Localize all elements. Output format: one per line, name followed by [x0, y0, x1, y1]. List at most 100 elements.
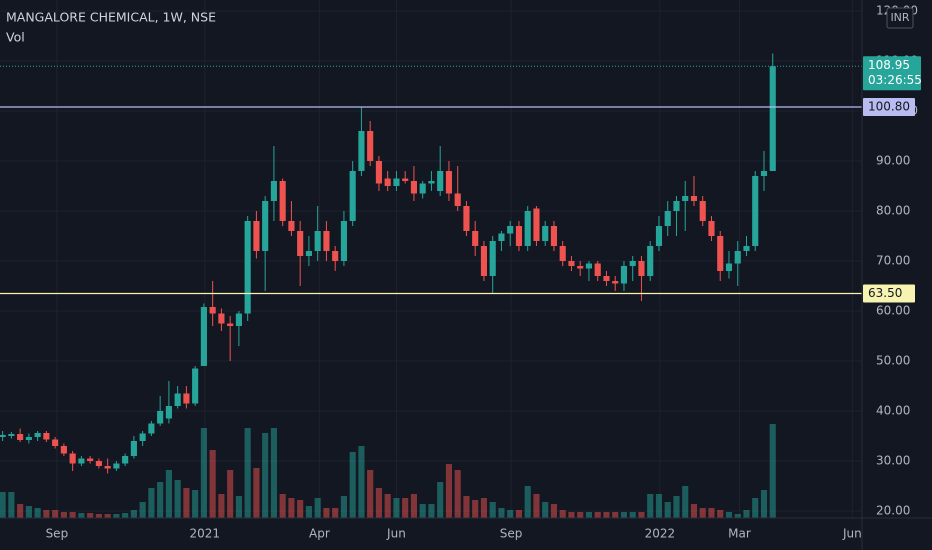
volume-bar: [305, 506, 312, 518]
volume-bar: [104, 514, 111, 518]
candle-body: [314, 231, 321, 251]
candle-body: [717, 236, 724, 271]
candle-body: [244, 221, 251, 314]
candle-body: [270, 181, 277, 201]
overlays: [0, 65, 862, 295]
volume-bar: [647, 494, 654, 518]
candle-body: [52, 439, 59, 446]
candle-body: [174, 393, 181, 406]
candle-body: [157, 411, 164, 424]
y-tick-label: 70.00: [876, 254, 910, 268]
candle-body: [577, 266, 584, 269]
candle-body: [87, 458, 94, 461]
volume-bar: [262, 433, 269, 518]
volume-bar: [139, 502, 146, 518]
volume-bar: [419, 504, 426, 518]
candle-body: [673, 201, 680, 211]
volume-bar: [218, 494, 225, 518]
candle-body: [655, 226, 663, 246]
volume-bar: [480, 498, 488, 518]
volume-bar: [375, 488, 382, 518]
volume-bar: [340, 496, 347, 518]
volume-bar: [87, 513, 94, 518]
currency-label: INR: [890, 11, 909, 24]
volume-bar: [664, 502, 671, 518]
y-tick-label: 20.00: [876, 504, 910, 518]
candle-body: [498, 233, 505, 241]
volume-bar: [332, 508, 339, 518]
candle-body: [445, 171, 453, 194]
candle-body: [305, 251, 312, 256]
volume-bar: [367, 470, 374, 518]
volume-bar: [489, 502, 496, 518]
volume-bar: [122, 513, 129, 518]
candle-body: [419, 183, 426, 194]
volume-bar: [612, 512, 619, 518]
volume-bar: [437, 482, 444, 518]
candle-body: [603, 276, 610, 281]
volume-bar: [629, 512, 636, 518]
volume-bar: [760, 490, 768, 518]
candle-body: [183, 393, 190, 404]
candle-body: [638, 261, 645, 276]
volume-bar: [95, 514, 102, 518]
volume-bar: [638, 512, 645, 518]
candle-body: [200, 307, 207, 366]
volume-bar: [577, 512, 584, 518]
volume-bar: [655, 494, 663, 518]
volume-bar: [533, 494, 540, 518]
volume-bar: [34, 508, 41, 518]
candle-body: [8, 434, 15, 436]
volume-bar: [157, 482, 164, 518]
x-tick-label: Jun: [842, 527, 862, 541]
candle-body: [262, 201, 269, 251]
candle-body: [25, 437, 32, 440]
x-tick-label: Jun: [386, 527, 406, 541]
candle-body: [507, 226, 514, 234]
candle-body: [515, 226, 523, 246]
candle-body: [227, 323, 234, 326]
countdown-label: 03:26:55: [868, 73, 922, 87]
candle-body: [699, 201, 706, 221]
volume-bar: [603, 512, 610, 518]
volume-bar: [620, 512, 628, 518]
volume-bar: [200, 428, 207, 518]
volume-bar: [288, 498, 295, 518]
candle-body: [139, 433, 146, 441]
price-label: 100.80: [868, 100, 910, 114]
candle-body: [297, 231, 304, 256]
volume-bar: [384, 494, 391, 518]
price-label-box: [863, 284, 915, 303]
volume-bar: [314, 498, 321, 518]
volume-bar: [472, 500, 479, 518]
volume-bar: [43, 510, 50, 518]
volume-bar: [673, 496, 680, 518]
candle-body: [375, 161, 382, 184]
volume-bar: [428, 504, 435, 518]
volume-bar: [0, 492, 6, 518]
x-tick-label: Sep: [500, 527, 523, 541]
candle-body: [60, 446, 67, 454]
candle-body: [542, 226, 549, 241]
volume-bar: [725, 512, 733, 518]
candle-body: [367, 131, 374, 161]
volume-pane: [0, 424, 776, 518]
candle-body: [489, 241, 496, 276]
candle-body: [253, 221, 260, 251]
candle-body: [690, 196, 698, 201]
volume-bar: [402, 498, 409, 518]
candle-body: [533, 208, 540, 241]
volume-bar: [253, 468, 260, 518]
volume-bar: [183, 488, 190, 518]
volume-bar: [454, 470, 461, 518]
volume-bar: [60, 512, 67, 518]
candle-body: [218, 313, 225, 324]
volume-bar: [743, 510, 750, 518]
candle-body: [752, 176, 759, 246]
candle-body: [235, 313, 242, 326]
candles: [0, 53, 776, 474]
candle-body: [393, 178, 400, 186]
volume-bar: [410, 494, 417, 518]
volume-bar: [682, 486, 689, 518]
